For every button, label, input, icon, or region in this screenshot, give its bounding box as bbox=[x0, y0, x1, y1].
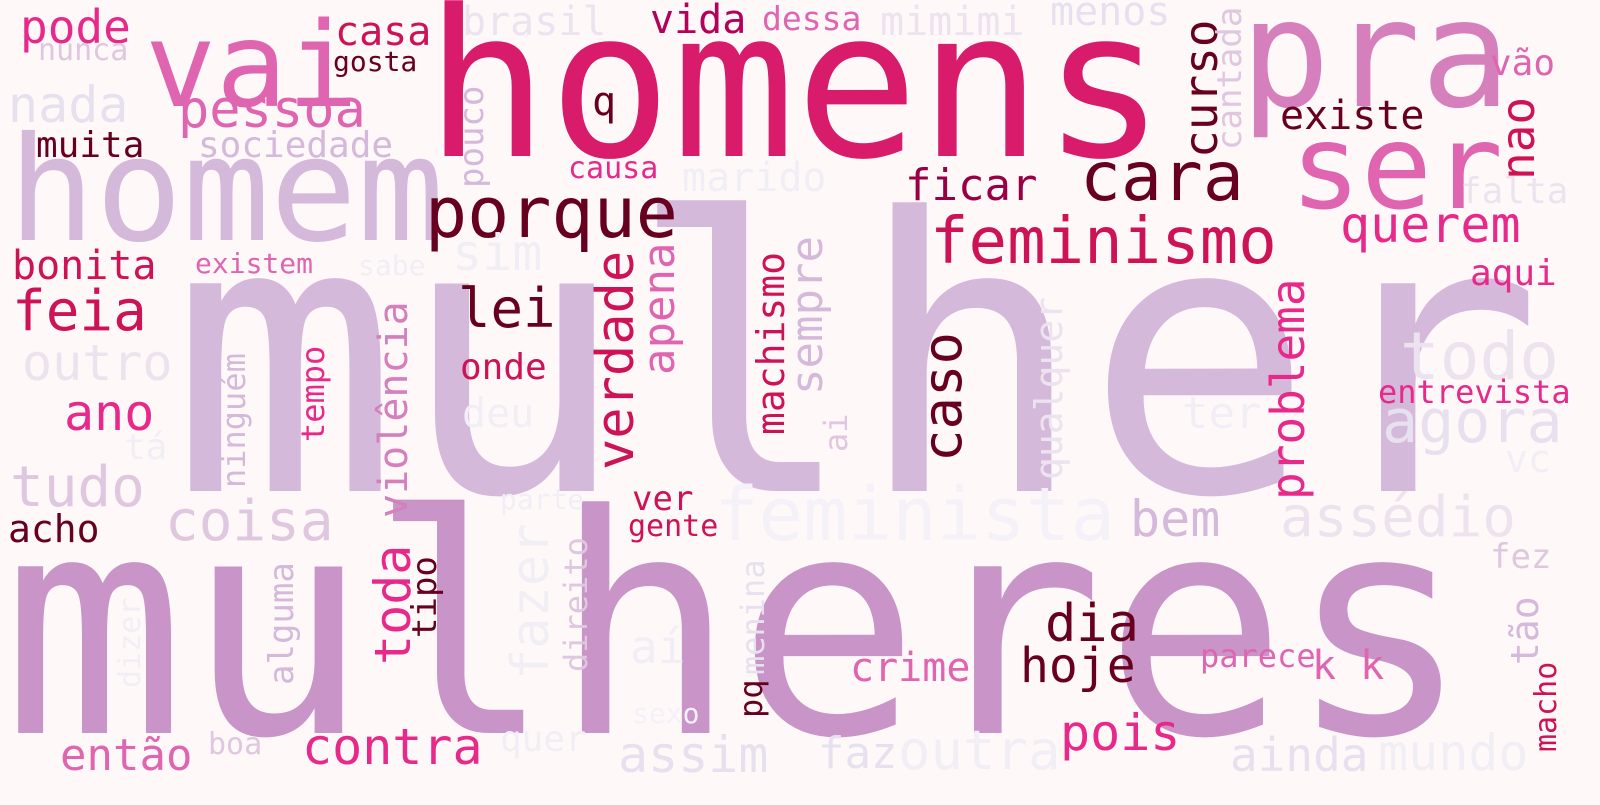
word-problema: problema bbox=[1261, 278, 1315, 500]
word-hoje: hoje bbox=[1020, 638, 1136, 694]
word-fazer: fazer bbox=[501, 523, 561, 680]
word-onde: onde bbox=[460, 347, 547, 388]
word-ver: ver bbox=[632, 479, 694, 519]
word-mundo: mundo bbox=[1378, 724, 1529, 782]
word-mulher: mulher bbox=[170, 138, 1543, 581]
word-kk: k k bbox=[1312, 643, 1385, 689]
word-pq: pq bbox=[732, 679, 770, 718]
word-tudo: tudo bbox=[10, 455, 145, 520]
word-ninguem: ninguém bbox=[215, 353, 253, 488]
word-feminismo: feminismo bbox=[930, 205, 1277, 279]
word-ser: ser bbox=[1290, 98, 1504, 236]
word-gente: gente bbox=[628, 509, 719, 544]
word-tipo: tipo bbox=[405, 556, 445, 638]
word-macho: macho bbox=[1529, 661, 1564, 752]
word-boa: boa bbox=[208, 727, 263, 762]
word-sexo: sexo bbox=[632, 697, 700, 730]
word-bonita: bonita bbox=[12, 243, 157, 289]
word-mulheres: mulheres bbox=[2, 450, 1472, 805]
word-lei: lei bbox=[458, 277, 556, 340]
word-bem: bem bbox=[1130, 490, 1221, 548]
word-dessa: dessa bbox=[762, 0, 862, 38]
word-vc: vc bbox=[1505, 437, 1551, 481]
word-ano: ano bbox=[64, 384, 155, 442]
word-crime: crime bbox=[850, 645, 971, 691]
word-feminista: feminista bbox=[714, 472, 1115, 558]
word-quer: quer bbox=[500, 719, 587, 760]
word-ter: ter bbox=[1182, 388, 1262, 439]
word-parece: parece bbox=[1200, 637, 1316, 675]
word-entrevista: entrevista bbox=[1378, 373, 1571, 411]
word-violencia: violência bbox=[371, 301, 417, 518]
word-aqui: aqui bbox=[1470, 253, 1557, 294]
word-brasil: brasil bbox=[462, 0, 607, 45]
word-menos: menos bbox=[1050, 0, 1171, 35]
word-homens: homens bbox=[425, 0, 1166, 205]
word-q: q bbox=[592, 79, 617, 125]
word-sempre: sempre bbox=[782, 236, 833, 395]
word-cantada: cantada bbox=[1210, 6, 1250, 150]
word-outro: outro bbox=[22, 334, 173, 392]
word-vida: vida bbox=[650, 0, 747, 43]
word-sim: sim bbox=[452, 224, 543, 282]
word-ainda: ainda bbox=[1230, 728, 1369, 782]
word-nunca: nunca bbox=[38, 33, 129, 68]
word-assedio: assédio bbox=[1280, 485, 1517, 550]
word-cara: cara bbox=[1080, 138, 1244, 217]
word-porque: porque bbox=[425, 172, 678, 254]
word-existe: existe bbox=[1280, 93, 1425, 139]
word-qualquer: qualquer bbox=[1027, 296, 1071, 480]
word-tempo: tempo bbox=[294, 345, 332, 442]
word-coisa: coisa bbox=[165, 489, 334, 554]
word-alguma: alguma bbox=[262, 562, 302, 685]
word-pode: pode bbox=[20, 0, 131, 54]
word-existem: existem bbox=[195, 247, 314, 280]
word-dia: dia bbox=[1045, 594, 1139, 654]
word-pra: pra bbox=[1240, 0, 1511, 142]
word-falta: falta bbox=[1460, 171, 1569, 212]
word-marido: marido bbox=[682, 155, 827, 201]
word-faz: faz bbox=[818, 728, 898, 779]
word-todo: todo bbox=[1400, 318, 1559, 395]
word-mimimi: mimimi bbox=[880, 0, 1025, 45]
word-contra: contra bbox=[302, 718, 483, 776]
word-menina: menina bbox=[734, 559, 772, 675]
word-outra: outra bbox=[898, 719, 1061, 782]
word-gosta: gosta bbox=[333, 45, 418, 78]
word-vao: vão bbox=[1490, 43, 1556, 84]
word-nada: nada bbox=[8, 76, 129, 134]
word-caso: caso bbox=[911, 331, 974, 462]
word-verdade: verdade bbox=[586, 250, 646, 470]
word-direito: direito bbox=[557, 537, 595, 672]
word-acho: acho bbox=[8, 507, 100, 551]
word-agora: agora bbox=[1382, 387, 1563, 457]
word-ta: tá bbox=[124, 427, 168, 468]
word-deu: deu bbox=[462, 391, 535, 437]
word-entao: então bbox=[60, 730, 193, 781]
word-casa: casa bbox=[335, 9, 432, 55]
word-vai: vai bbox=[145, 0, 359, 134]
word-ai-rot: ai bbox=[817, 413, 855, 452]
word-tao: tão bbox=[1503, 596, 1547, 665]
word-ficar: ficar bbox=[905, 160, 1038, 211]
word-fez: fez bbox=[1490, 537, 1552, 577]
word-querem: querem bbox=[1340, 196, 1521, 254]
word-dizer: dizer bbox=[113, 597, 148, 688]
word-sabe: sabe bbox=[358, 249, 426, 282]
word-assim: assim bbox=[618, 726, 769, 784]
word-muita: muita bbox=[36, 125, 145, 166]
word-pessoa: pessoa bbox=[178, 80, 366, 140]
word-nao: nao bbox=[1491, 96, 1545, 180]
word-parte: parte bbox=[500, 483, 585, 516]
word-homem: homem bbox=[8, 106, 445, 275]
word-sociedade: sociedade bbox=[198, 125, 394, 166]
word-causa: causa bbox=[568, 151, 659, 186]
word-ai-acc: aí bbox=[630, 620, 686, 674]
word-feia: feia bbox=[12, 279, 147, 344]
word-pois: pois bbox=[1060, 704, 1181, 762]
